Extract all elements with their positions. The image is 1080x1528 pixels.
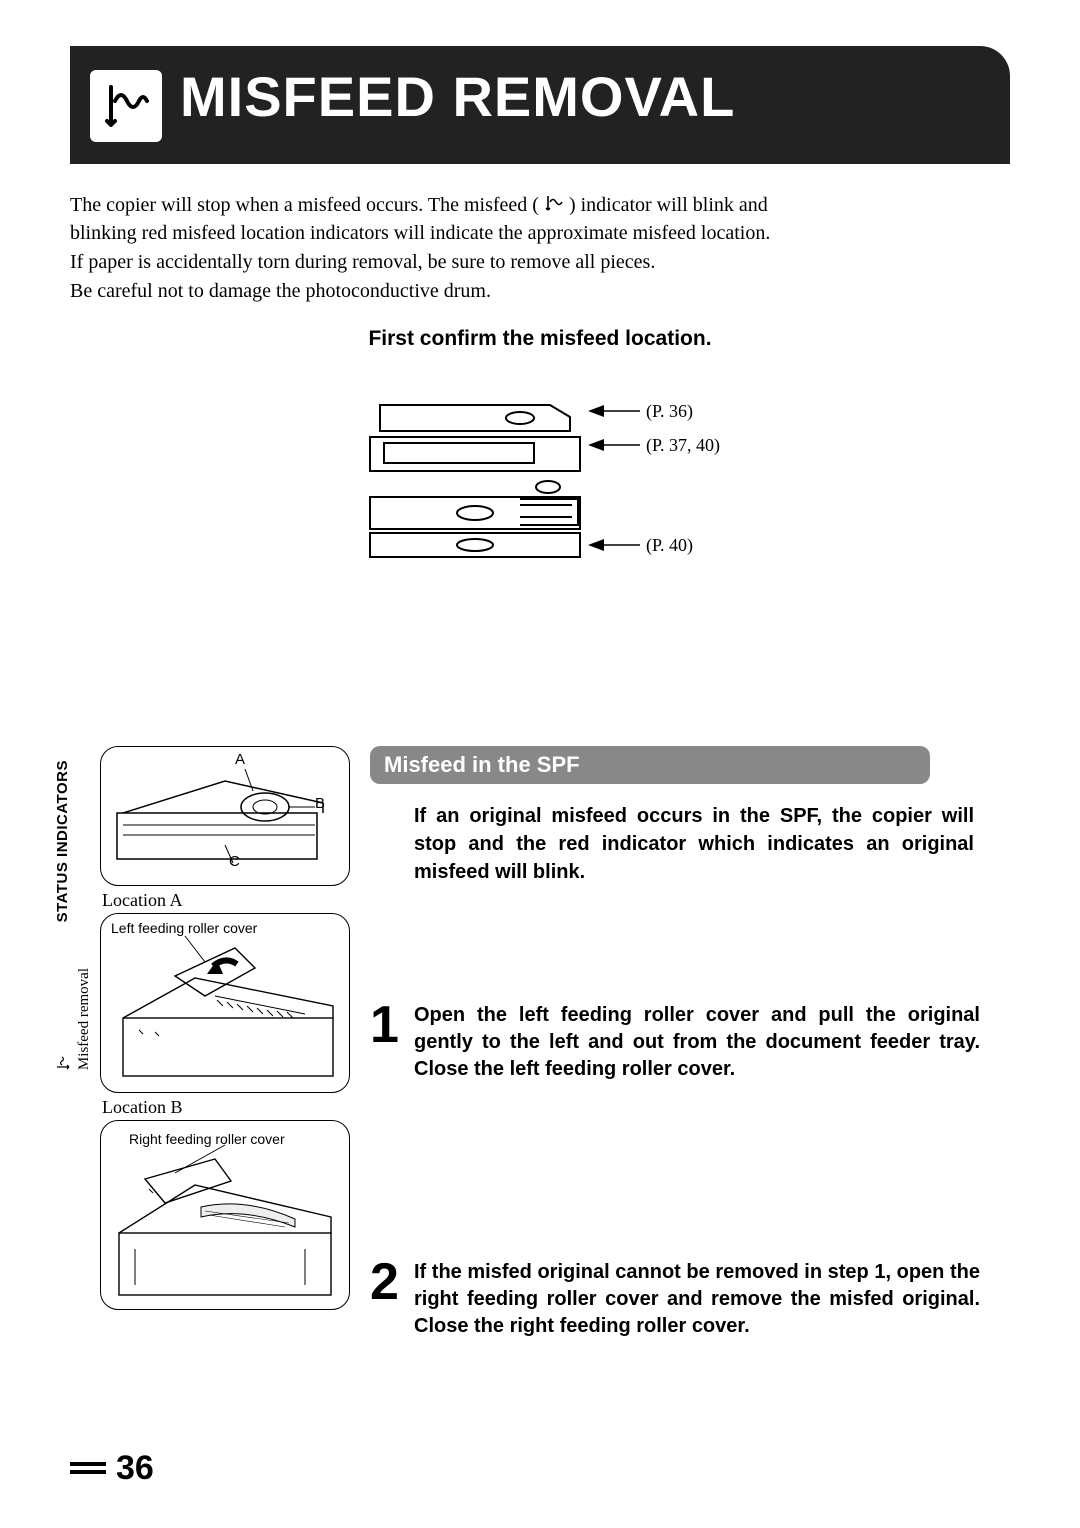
intro-p2: If paper is accidentally torn during rem…	[70, 249, 830, 276]
step-2-number: 2	[370, 1259, 414, 1306]
section-header: Misfeed in the SPF	[370, 746, 930, 784]
intro-text: The copier will stop when a misfeed occu…	[70, 192, 830, 305]
content-column: Misfeed in the SPF If an original misfee…	[370, 746, 980, 1340]
step-2-text: If the misfed original cannot be removed…	[414, 1259, 980, 1340]
confirm-heading: First confirm the misfeed location.	[70, 327, 1010, 351]
sidebar-sub: Misfeed removal	[76, 968, 93, 1070]
intro-p3: Be careful not to damage the photoconduc…	[70, 278, 830, 305]
diagram-ref-3: (P. 40)	[646, 535, 693, 556]
intro-p1: The copier will stop when a misfeed occu…	[70, 192, 830, 247]
diagram-ref-2: (P. 37, 40)	[646, 435, 720, 456]
figure-overview: A B C	[100, 746, 350, 886]
page-number: 36	[116, 1449, 154, 1488]
diagram-ref-1: (P. 36)	[646, 401, 693, 422]
intro-p1a: The copier will stop when a misfeed occu…	[70, 194, 539, 216]
figure-a-caption: Location A	[102, 890, 360, 911]
step-1: 1 Open the left feeding roller cover and…	[370, 1002, 980, 1083]
sidebar-main: STATUS INDICATORS	[54, 760, 71, 922]
step-1-number: 1	[370, 1002, 414, 1049]
page-title: MISFEED REMOVAL	[180, 64, 735, 129]
step-1-text: Open the left feeding roller cover and p…	[414, 1002, 980, 1083]
step-2: 2 If the misfed original cannot be remov…	[370, 1259, 980, 1340]
figure-b-label: Right feeding roller cover	[129, 1131, 285, 1147]
overview-label-c: C	[229, 853, 240, 870]
page-number-wrap: 36	[70, 1449, 154, 1488]
overview-label-b: B	[315, 795, 325, 812]
location-diagram: (P. 36) (P. 37, 40) (P. 40)	[320, 387, 760, 587]
misfeed-inline-icon	[544, 193, 564, 220]
figure-column: A B C Location A Left feeding roller cov…	[100, 746, 360, 1310]
title-banner: MISFEED REMOVAL	[70, 46, 1010, 164]
banner-inner: MISFEED REMOVAL	[70, 64, 1010, 164]
figure-location-b: Right feeding roller cover	[100, 1120, 350, 1310]
overview-label-a: A	[235, 751, 245, 768]
page-bars-icon	[70, 1462, 106, 1476]
section-intro: If an original misfeed occurs in the SPF…	[414, 802, 974, 886]
misfeed-icon	[90, 70, 162, 142]
figure-location-a: Left feeding roller cover	[100, 913, 350, 1093]
figure-a-label: Left feeding roller cover	[111, 920, 257, 936]
page: MISFEED REMOVAL The copier will stop whe…	[0, 0, 1080, 1528]
location-diagram-wrap: (P. 36) (P. 37, 40) (P. 40)	[70, 387, 1010, 587]
sidebar-sub-wrap: Misfeed removal	[54, 960, 93, 1075]
figure-b-caption: Location B	[102, 1097, 360, 1118]
